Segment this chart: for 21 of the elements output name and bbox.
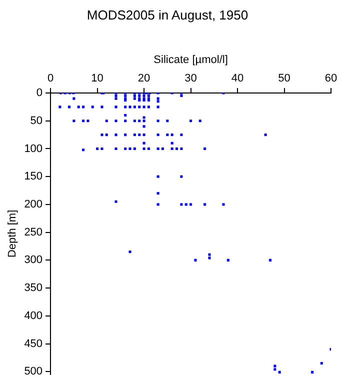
y-tick-label: 150 bbox=[24, 170, 43, 183]
x-tick-label: 20 bbox=[138, 72, 150, 84]
y-axis-title: Depth [m] bbox=[6, 210, 19, 258]
x-tick-label: 10 bbox=[91, 72, 104, 84]
x-tick-label: 50 bbox=[278, 72, 290, 84]
y-tick-label: 100 bbox=[24, 142, 43, 155]
x-tick-label: 40 bbox=[231, 72, 244, 84]
y-tick-label: 0 bbox=[36, 87, 43, 100]
y-tick-label: 250 bbox=[24, 226, 43, 238]
y-tick-label: 350 bbox=[24, 282, 43, 294]
x-tick-label: 0 bbox=[47, 72, 54, 84]
y-tick-label: 500 bbox=[24, 366, 43, 378]
y-tick-label: 200 bbox=[24, 198, 43, 210]
y-tick-label: 450 bbox=[24, 338, 43, 350]
y-tick-label: 400 bbox=[24, 310, 43, 322]
x-axis-title: Silicate [µmol/l] bbox=[154, 54, 228, 66]
y-tick-label: 300 bbox=[24, 254, 43, 266]
x-tick-label: 60 bbox=[324, 72, 338, 84]
chart-title: MODS2005 in August, 1950 bbox=[86, 7, 248, 22]
x-tick-label: 30 bbox=[184, 72, 197, 84]
y-tick-label: 50 bbox=[30, 114, 43, 127]
